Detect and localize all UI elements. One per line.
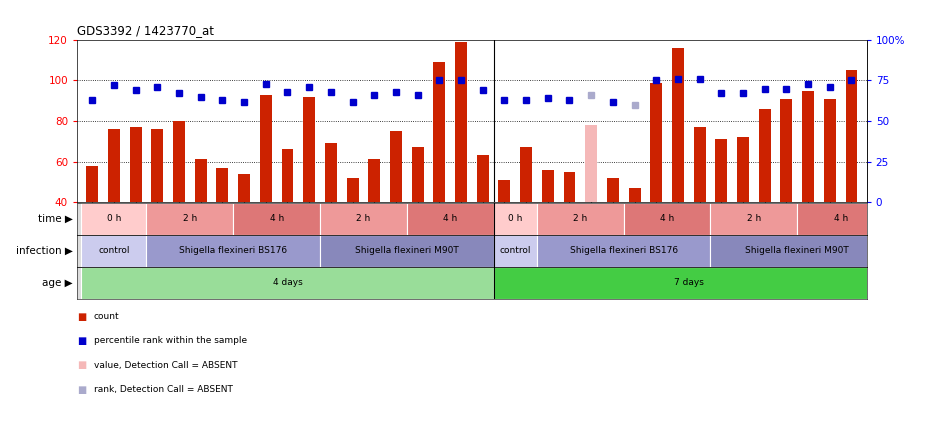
Text: 0 h: 0 h (509, 214, 523, 223)
Text: ■: ■ (77, 361, 86, 370)
Text: control: control (499, 246, 531, 255)
Bar (195, 159, 207, 202)
Bar (130, 127, 142, 202)
Text: value, Detection Call = ABSENT: value, Detection Call = ABSENT (94, 361, 238, 370)
Text: 2 h: 2 h (356, 214, 370, 223)
Text: Shigella flexineri BS176: Shigella flexineri BS176 (180, 246, 288, 255)
Bar (390, 131, 402, 202)
Bar (823, 99, 836, 202)
Bar (325, 143, 337, 202)
Bar (494, 267, 884, 299)
Text: age ▶: age ▶ (41, 278, 72, 288)
Bar (629, 188, 640, 202)
Text: infection ▶: infection ▶ (15, 246, 72, 256)
Text: 4 h: 4 h (660, 214, 674, 223)
Bar (173, 121, 185, 202)
Bar (672, 48, 684, 202)
Bar (147, 203, 233, 235)
Bar (520, 147, 532, 202)
Bar (407, 203, 494, 235)
Bar (564, 172, 575, 202)
Bar (455, 42, 467, 202)
Text: ■: ■ (77, 312, 86, 321)
Bar (282, 149, 293, 202)
Text: 4 h: 4 h (443, 214, 458, 223)
Bar (216, 167, 228, 202)
Bar (238, 174, 250, 202)
Text: ■: ■ (77, 385, 86, 395)
Bar (802, 91, 814, 202)
Bar (737, 137, 749, 202)
Bar (320, 235, 494, 267)
Bar (347, 178, 358, 202)
Bar (108, 129, 120, 202)
Text: 7 days: 7 days (674, 278, 704, 287)
Bar (845, 70, 857, 202)
Bar (650, 83, 662, 202)
Bar (715, 139, 728, 202)
Bar (498, 180, 510, 202)
Bar (151, 129, 164, 202)
Bar (433, 62, 446, 202)
Text: count: count (94, 312, 119, 321)
Text: 4 h: 4 h (270, 214, 284, 223)
Text: ■: ■ (77, 336, 86, 346)
Bar (494, 235, 537, 267)
Bar (711, 235, 884, 267)
Text: 2 h: 2 h (746, 214, 761, 223)
Bar (147, 235, 320, 267)
Bar (694, 127, 706, 202)
Text: rank, Detection Call = ABSENT: rank, Detection Call = ABSENT (94, 385, 233, 394)
Bar (82, 267, 494, 299)
Bar (259, 95, 272, 202)
Bar (494, 203, 537, 235)
Text: GDS3392 / 1423770_at: GDS3392 / 1423770_at (77, 24, 214, 37)
Bar (624, 203, 711, 235)
Bar (82, 235, 147, 267)
Bar (412, 147, 424, 202)
Bar (586, 125, 597, 202)
Text: 4 h: 4 h (834, 214, 848, 223)
Bar (780, 99, 792, 202)
Bar (537, 235, 711, 267)
Text: 2 h: 2 h (573, 214, 588, 223)
Bar (304, 97, 315, 202)
Bar (233, 203, 320, 235)
Bar (797, 203, 884, 235)
Bar (537, 203, 624, 235)
Text: Shigella flexineri M90T: Shigella flexineri M90T (355, 246, 459, 255)
Text: 0 h: 0 h (107, 214, 121, 223)
Bar (607, 178, 619, 202)
Text: Shigella flexineri M90T: Shigella flexineri M90T (745, 246, 849, 255)
Bar (320, 203, 407, 235)
Bar (759, 109, 771, 202)
Bar (711, 203, 797, 235)
Text: control: control (98, 246, 130, 255)
Bar (82, 203, 147, 235)
Bar (477, 155, 489, 202)
Text: time ▶: time ▶ (38, 214, 72, 224)
Text: 4 days: 4 days (273, 278, 303, 287)
Bar (368, 159, 380, 202)
Bar (541, 170, 554, 202)
Text: Shigella flexineri BS176: Shigella flexineri BS176 (570, 246, 678, 255)
Bar (86, 166, 98, 202)
Text: percentile rank within the sample: percentile rank within the sample (94, 337, 247, 345)
Text: 2 h: 2 h (182, 214, 197, 223)
